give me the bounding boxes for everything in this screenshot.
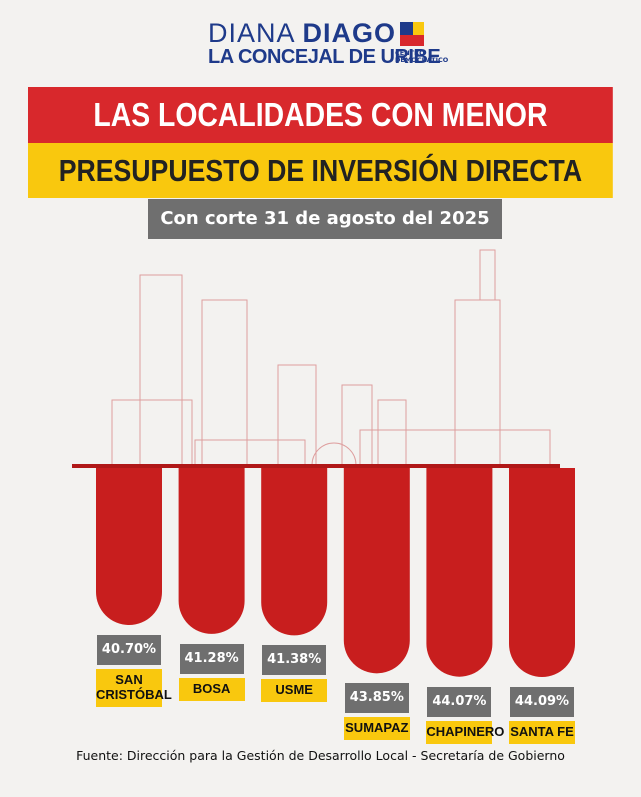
brand-last: DIAGO [302, 18, 397, 48]
title: LAS LOCALIDADES CON MENOR EJECUCIÓN [28, 87, 613, 189]
value-label: 40.70% [97, 635, 161, 665]
value-label: 44.09% [510, 687, 574, 717]
value-label: 41.28% [179, 643, 244, 674]
logo [400, 22, 424, 46]
skyline [111, 249, 551, 466]
category-label: CHAPINERO [426, 720, 504, 744]
bar [261, 468, 328, 636]
brand-first: DIANA [208, 18, 295, 48]
category-label: SUMAPAZ [343, 717, 410, 741]
note: Con corte 31 de agosto del 2025 [148, 199, 502, 239]
value-label: 43.85% [344, 683, 409, 714]
brand-tagline: LA CONCEJAL DE URIBE [208, 46, 441, 68]
bar [178, 468, 245, 634]
bar [426, 468, 493, 677]
subtitle: PRESUPUESTO DE INVERSIÓN DIRECTA [28, 143, 613, 198]
bar [509, 468, 575, 677]
category-label: BOSA [178, 677, 245, 701]
brand: DIANA DIAGO LA CONCEJAL DE URIBE [208, 18, 441, 68]
value-label: 41.38% [262, 645, 327, 676]
category-label: SAN CRISTÓBAL [96, 669, 172, 707]
bar [343, 468, 410, 674]
party: CENTRO DEMOCRÁTICO [395, 49, 449, 64]
value-label: 44.07% [427, 686, 492, 717]
source: Fuente: Dirección para la Gestión de Des… [76, 748, 565, 763]
category-label: SANTA FE [509, 721, 575, 744]
bar [96, 468, 162, 625]
category-label: USME [261, 679, 328, 703]
